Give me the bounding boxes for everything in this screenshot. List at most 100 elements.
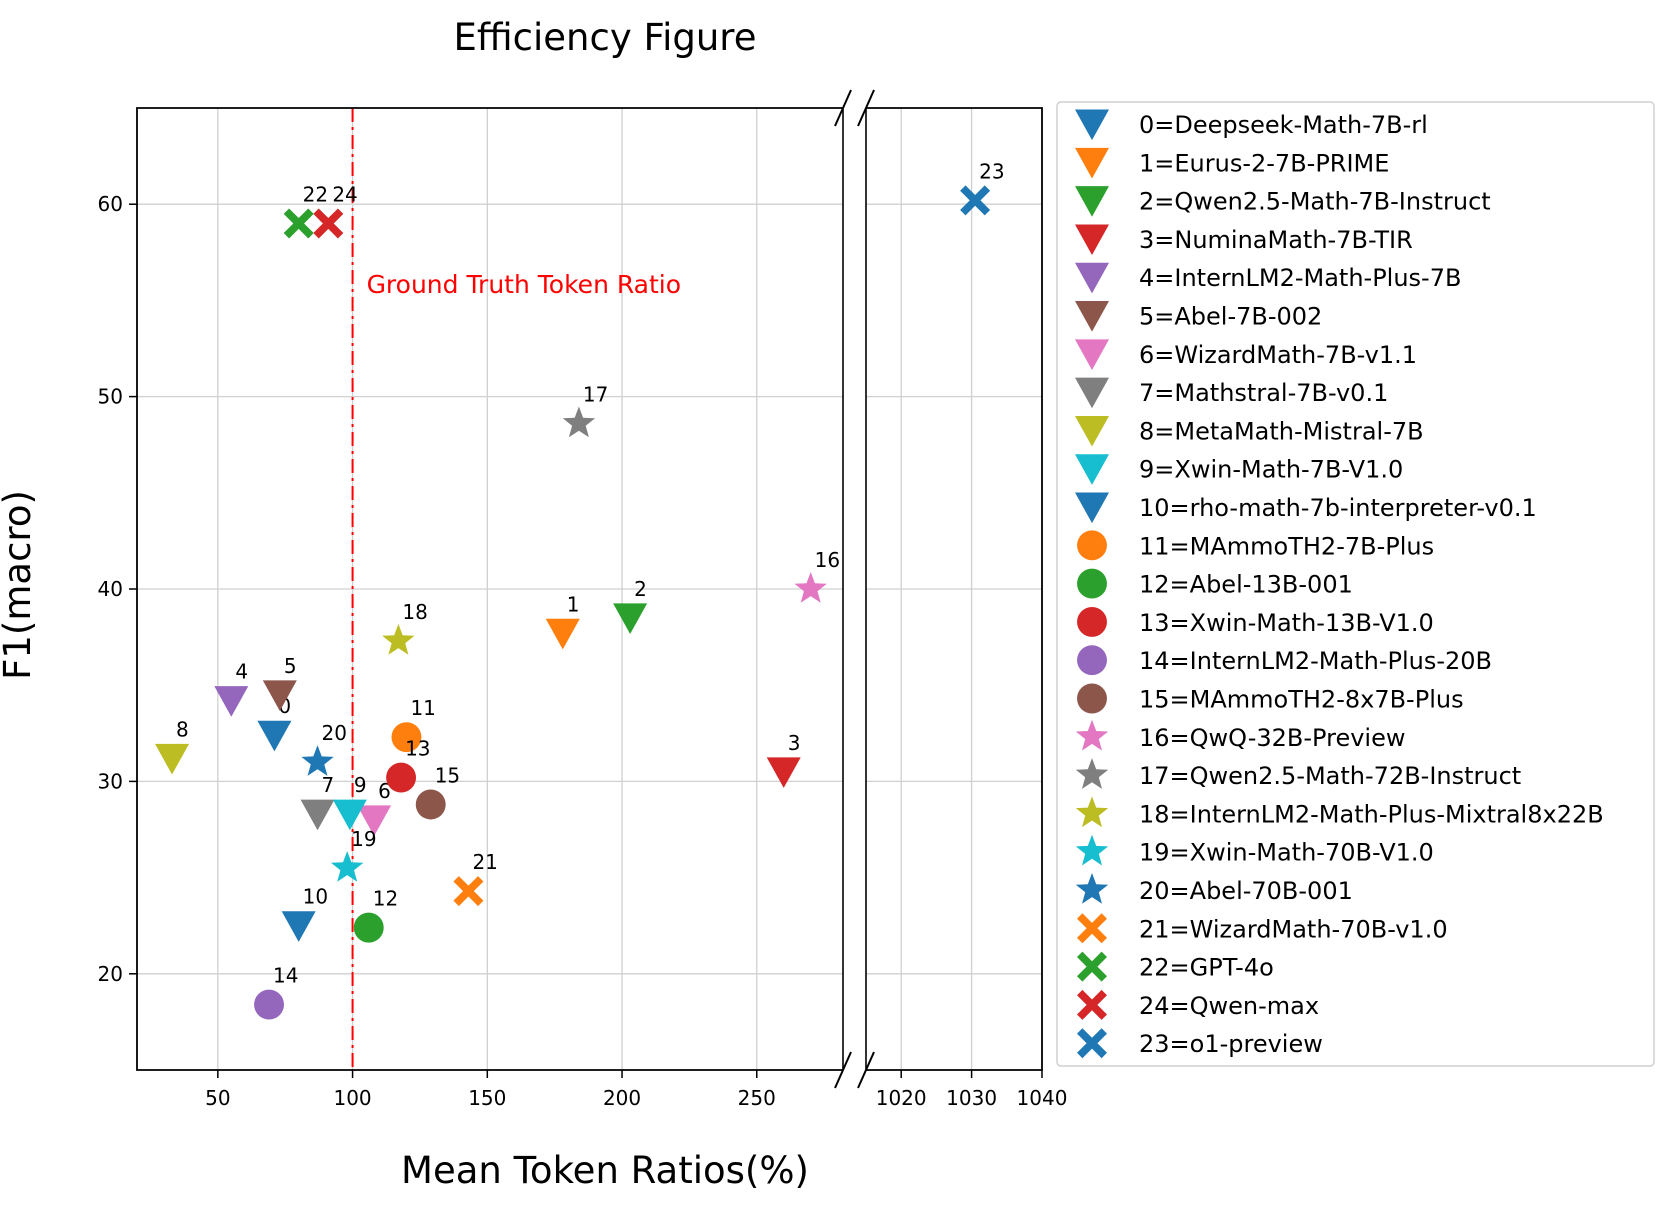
point-23 (960, 185, 991, 216)
point-label-11: 11 (410, 696, 435, 720)
legend-label-20: 20=Abel-70B-001 (1139, 877, 1353, 905)
legend-label-8: 8=MetaMath-Mistral-7B (1139, 417, 1424, 445)
legend-marker-20 (1075, 873, 1109, 904)
legend-marker-21 (1077, 913, 1107, 944)
point-11 (391, 722, 422, 753)
legend-marker-0 (1075, 109, 1109, 141)
x-tick-label: 50 (205, 1086, 230, 1110)
legend-label-0: 0=Deepseek-Math-7B-rl (1139, 111, 1428, 139)
y-tick-label: 30 (98, 769, 123, 793)
point-10 (281, 911, 316, 942)
x-tick-label: 150 (468, 1086, 506, 1110)
legend-label-10: 10=rho-math-7b-interpreter-v0.1 (1139, 494, 1537, 522)
point-20 (301, 745, 334, 776)
x-tick-label: 1040 (1017, 1086, 1068, 1110)
point-label-22: 22 (303, 182, 328, 206)
y-tick-label: 20 (98, 962, 123, 986)
legend-marker-22 (1077, 951, 1107, 982)
point-label-10: 10 (303, 885, 328, 909)
point-13 (386, 762, 417, 793)
point-19 (331, 851, 364, 882)
legend-label-24: 24=Qwen-max (1139, 992, 1319, 1020)
axis-break-mark (857, 89, 875, 127)
point-label-1: 1 (567, 592, 580, 616)
legend-label-15: 15=MAmmoTH2-8x7B-Plus (1139, 686, 1464, 714)
point-label-16: 16 (815, 548, 840, 572)
legend-marker-3 (1075, 224, 1109, 256)
legend-label-4: 4=InternLM2-Math-Plus-7B (1139, 264, 1461, 292)
point-15 (415, 789, 446, 820)
point-22 (283, 208, 314, 239)
legend-label-18: 18=InternLM2-Math-Plus-Mixtral8x22B (1139, 800, 1604, 828)
legend-marker-6 (1075, 339, 1109, 370)
chart-title: Efficiency Figure (454, 16, 757, 59)
point-3 (766, 757, 801, 788)
right-panel-frame (866, 107, 1043, 1071)
point-label-20: 20 (322, 721, 347, 745)
legend-label-19: 19=Xwin-Math-70B-V1.0 (1139, 839, 1434, 867)
point-label-14: 14 (273, 964, 298, 988)
legend-marker-7 (1075, 377, 1109, 409)
legend-marker-4 (1075, 262, 1109, 294)
point-label-15: 15 (435, 763, 460, 787)
point-8 (155, 743, 190, 775)
point-label-18: 18 (402, 600, 427, 624)
legend-marker-15 (1077, 683, 1107, 714)
legend-marker-1 (1075, 147, 1109, 179)
point-label-2: 2 (634, 577, 647, 601)
point-label-8: 8 (176, 717, 189, 741)
legend-box (1056, 101, 1655, 1067)
point-0 (257, 720, 292, 752)
x-tick-label: 1020 (876, 1086, 927, 1110)
point-label-12: 12 (373, 887, 398, 911)
point-label-3: 3 (788, 731, 801, 755)
legend-label-16: 16=QwQ-32B-Preview (1139, 724, 1405, 752)
y-tick-label: 50 (98, 385, 123, 409)
x-tick-label: 250 (738, 1086, 776, 1110)
legend-marker-10 (1075, 492, 1109, 524)
legend-marker-5 (1075, 301, 1109, 332)
point-1 (545, 618, 580, 650)
point-2 (613, 603, 648, 635)
point-16 (794, 572, 827, 603)
ground-truth-label: Ground Truth Token Ratio (367, 270, 681, 299)
point-18 (382, 623, 415, 655)
legend-label-17: 17=Qwen2.5-Math-72B-Instruct (1139, 762, 1521, 790)
point-label-7: 7 (322, 773, 335, 797)
legend-label-9: 9=Xwin-Math-7B-V1.0 (1139, 456, 1403, 484)
legend-label-23: 23=o1-preview (1139, 1030, 1323, 1058)
point-label-6: 6 (378, 779, 391, 803)
point-label-19: 19 (351, 827, 376, 851)
legend-label-14: 14=InternLM2-Math-Plus-20B (1139, 647, 1492, 675)
point-4 (214, 686, 249, 717)
legend-marker-23 (1077, 1028, 1107, 1059)
point-label-17: 17 (583, 383, 608, 407)
grid-layer (137, 108, 1043, 1070)
legend-marker-11 (1077, 530, 1107, 561)
legend-marker-16 (1075, 719, 1109, 751)
point-label-5: 5 (284, 654, 297, 678)
legend-label-5: 5=Abel-7B-002 (1139, 303, 1322, 331)
point-label-24: 24 (332, 182, 357, 206)
legend-label-11: 11=MAmmoTH2-7B-Plus (1139, 532, 1434, 560)
legend-label-2: 2=Qwen2.5-Math-7B-Instruct (1139, 188, 1491, 216)
legend-label-7: 7=Mathstral-7B-v0.1 (1139, 379, 1388, 407)
x-axis-label: Mean Token Ratios(%) (401, 1149, 809, 1192)
point-label-23: 23 (979, 159, 1004, 183)
point-label-13: 13 (405, 737, 430, 761)
legend-marker-9 (1075, 454, 1109, 485)
x-tick-label: 100 (333, 1086, 371, 1110)
point-5 (262, 680, 297, 711)
point-12 (353, 912, 384, 943)
axis-break-mark (834, 1051, 852, 1089)
legend-marker-17 (1075, 758, 1109, 789)
legend-label-22: 22=GPT-4o (1139, 954, 1274, 982)
axis-break-mark (857, 1051, 875, 1089)
legend-label-12: 12=Abel-13B-001 (1139, 571, 1353, 599)
legend-marker-14 (1077, 645, 1107, 676)
point-label-4: 4 (235, 660, 248, 684)
axis-break-mark (834, 89, 852, 127)
point-7 (300, 799, 335, 831)
